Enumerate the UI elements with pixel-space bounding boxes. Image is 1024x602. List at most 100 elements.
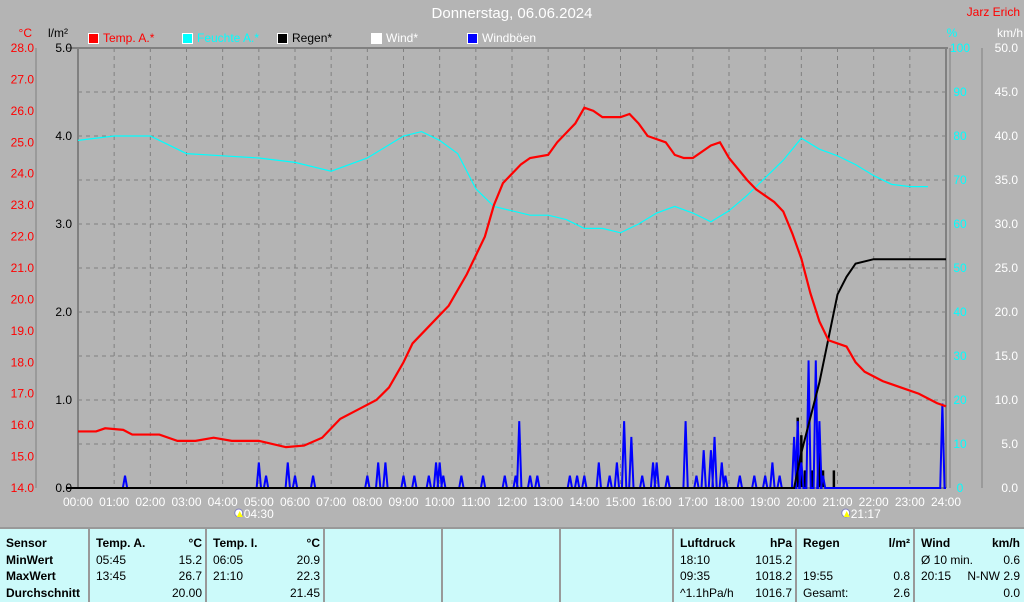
humidity-tick-label: 50 <box>953 261 967 275</box>
station-owner: Jarz Erich <box>966 5 1020 19</box>
humidity-tick-label: 0 <box>957 481 964 495</box>
header-pressure: Luftdruck <box>680 536 736 550</box>
hour-tick-label: 05:00 <box>244 495 274 509</box>
col-empty <box>441 529 560 602</box>
rain-axis-unit: l/m² <box>48 26 68 40</box>
wind-axis-unit: km/h <box>997 26 1023 40</box>
time: 06:05 <box>213 552 244 567</box>
col-empty <box>559 529 673 602</box>
chart-title: Donnerstag, 06.06.2024 <box>431 5 593 22</box>
header-rain: Regen <box>803 536 840 550</box>
wind-tick-label: 0.0 <box>1001 481 1018 495</box>
temp-tick-label: 23.0 <box>11 198 35 212</box>
humidity-tick-label: 10 <box>953 437 967 451</box>
value: 22.3 <box>296 569 320 583</box>
humidity-tick-label: 100 <box>950 41 970 55</box>
hour-tick-label: 01:00 <box>99 495 129 509</box>
hour-tick-label: 06:00 <box>280 495 310 509</box>
humidity-axis-unit: % <box>947 26 958 40</box>
sunrise-arrow-icon <box>236 511 243 517</box>
hour-tick-label: 22:00 <box>859 495 889 509</box>
total-label: Gesamt: <box>803 585 849 600</box>
time: 09:35 <box>680 569 711 583</box>
header-temp-a: Temp. A. <box>96 536 146 550</box>
legend-swatch <box>277 32 288 44</box>
hour-tick-label: 03:00 <box>171 495 201 509</box>
value: 20.00 <box>171 585 202 600</box>
time: 13:45 <box>96 569 127 583</box>
time: 20:15 <box>921 569 952 583</box>
wind-tick-label: 45.0 <box>995 85 1019 99</box>
row-label-avg: Durchschnitt <box>6 585 81 600</box>
value: 0.6 <box>1003 552 1020 567</box>
hour-tick-label: 09:00 <box>388 495 418 509</box>
hour-tick-label: 14:00 <box>569 495 599 509</box>
rain-tick-label: 1.0 <box>55 393 72 407</box>
humidity-tick-label: 20 <box>953 393 967 407</box>
value: 1018.2 <box>755 569 792 583</box>
hour-tick-label: 11:00 <box>461 495 490 509</box>
unit: l/m² <box>888 536 910 550</box>
temp-tick-label: 19.0 <box>11 324 35 338</box>
wind-tick-label: 50.0 <box>995 41 1019 55</box>
rain-tick-label: 0.0 <box>55 481 72 495</box>
legend-gusts: Windböen <box>467 31 536 45</box>
hour-tick-label: 07:00 <box>316 495 346 509</box>
humidity-tick-label: 70 <box>953 173 967 187</box>
temp-tick-label: 24.0 <box>11 167 35 181</box>
legend-swatch <box>371 32 382 44</box>
col-wind: Wind km/h Ø 10 min. 0.6 20:15 N-NW 2.9 0.0 <box>913 529 1024 602</box>
wind-tick-label: 15.0 <box>995 349 1019 363</box>
legend-wind: Wind* <box>371 31 418 45</box>
value: 26.7 <box>178 569 202 583</box>
temp-axis-unit: °C <box>19 26 33 40</box>
col-empty <box>323 529 442 602</box>
rain-tick-label: 3.0 <box>55 217 72 231</box>
legend-swatch <box>182 32 193 44</box>
header-wind: Wind <box>921 536 951 550</box>
temp-tick-label: 28.0 <box>11 41 35 55</box>
hour-tick-label: 18:00 <box>714 495 744 509</box>
hour-tick-label: 13:00 <box>533 495 563 509</box>
value: 21.45 <box>289 585 320 600</box>
time: 18:10 <box>680 552 711 567</box>
unit: °C <box>306 536 320 550</box>
wind-tick-label: 30.0 <box>995 217 1019 231</box>
humidity-tick-label: 90 <box>953 85 967 99</box>
humidity-tick-label: 30 <box>953 349 967 363</box>
unit: °C <box>188 536 202 550</box>
hour-tick-label: 24:00 <box>931 495 961 509</box>
sunrise-time: 04:30 <box>244 507 274 521</box>
humidity-tick-label: 80 <box>953 129 967 143</box>
legend-label: Wind* <box>386 31 419 45</box>
col-rain: Regen l/m² 19:55 0.8 Gesamt: 2.6 <box>795 529 914 602</box>
hour-tick-label: 00:00 <box>63 495 93 509</box>
temp-tick-label: 20.0 <box>11 292 35 306</box>
wind-tick-label: 20.0 <box>995 305 1019 319</box>
rain-tick-label: 4.0 <box>55 129 72 143</box>
temp-tick-label: 16.0 <box>11 418 35 432</box>
temp-tick-label: 17.0 <box>11 387 35 401</box>
temp-tick-label: 27.0 <box>11 72 35 86</box>
row-label-max: MaxWert <box>6 569 56 583</box>
humidity-line <box>77 130 928 234</box>
legend-swatch <box>467 32 478 44</box>
header-temp-i: Temp. I. <box>213 536 258 550</box>
value: 1015.2 <box>755 552 792 567</box>
time: 19:55 <box>803 569 834 583</box>
col-pressure: Luftdruck hPa 18:10 1015.2 09:35 1018.2 ^1.… <box>672 529 796 602</box>
legend-swatch <box>88 32 99 44</box>
hour-tick-label: 04:00 <box>208 495 238 509</box>
wind-tick-label: 35.0 <box>995 173 1019 187</box>
temp-tick-label: 25.0 <box>11 135 35 149</box>
hour-tick-label: 08:00 <box>352 495 382 509</box>
sunset-time: 21:17 <box>851 507 881 521</box>
col-temp-i: Temp. I. °C 06:05 20.9 21:10 22.3 21.45 <box>205 529 324 602</box>
col-temp-a: Temp. A. °C 05:45 15.2 13:45 26.7 20.00 <box>88 529 206 602</box>
temp-tick-label: 15.0 <box>11 450 35 464</box>
temperature-line <box>78 106 947 449</box>
humidity-tick-label: 60 <box>953 217 967 231</box>
value: 2.6 <box>893 585 910 600</box>
hour-tick-label: 23:00 <box>895 495 925 509</box>
hour-tick-label: 10:00 <box>425 495 455 509</box>
